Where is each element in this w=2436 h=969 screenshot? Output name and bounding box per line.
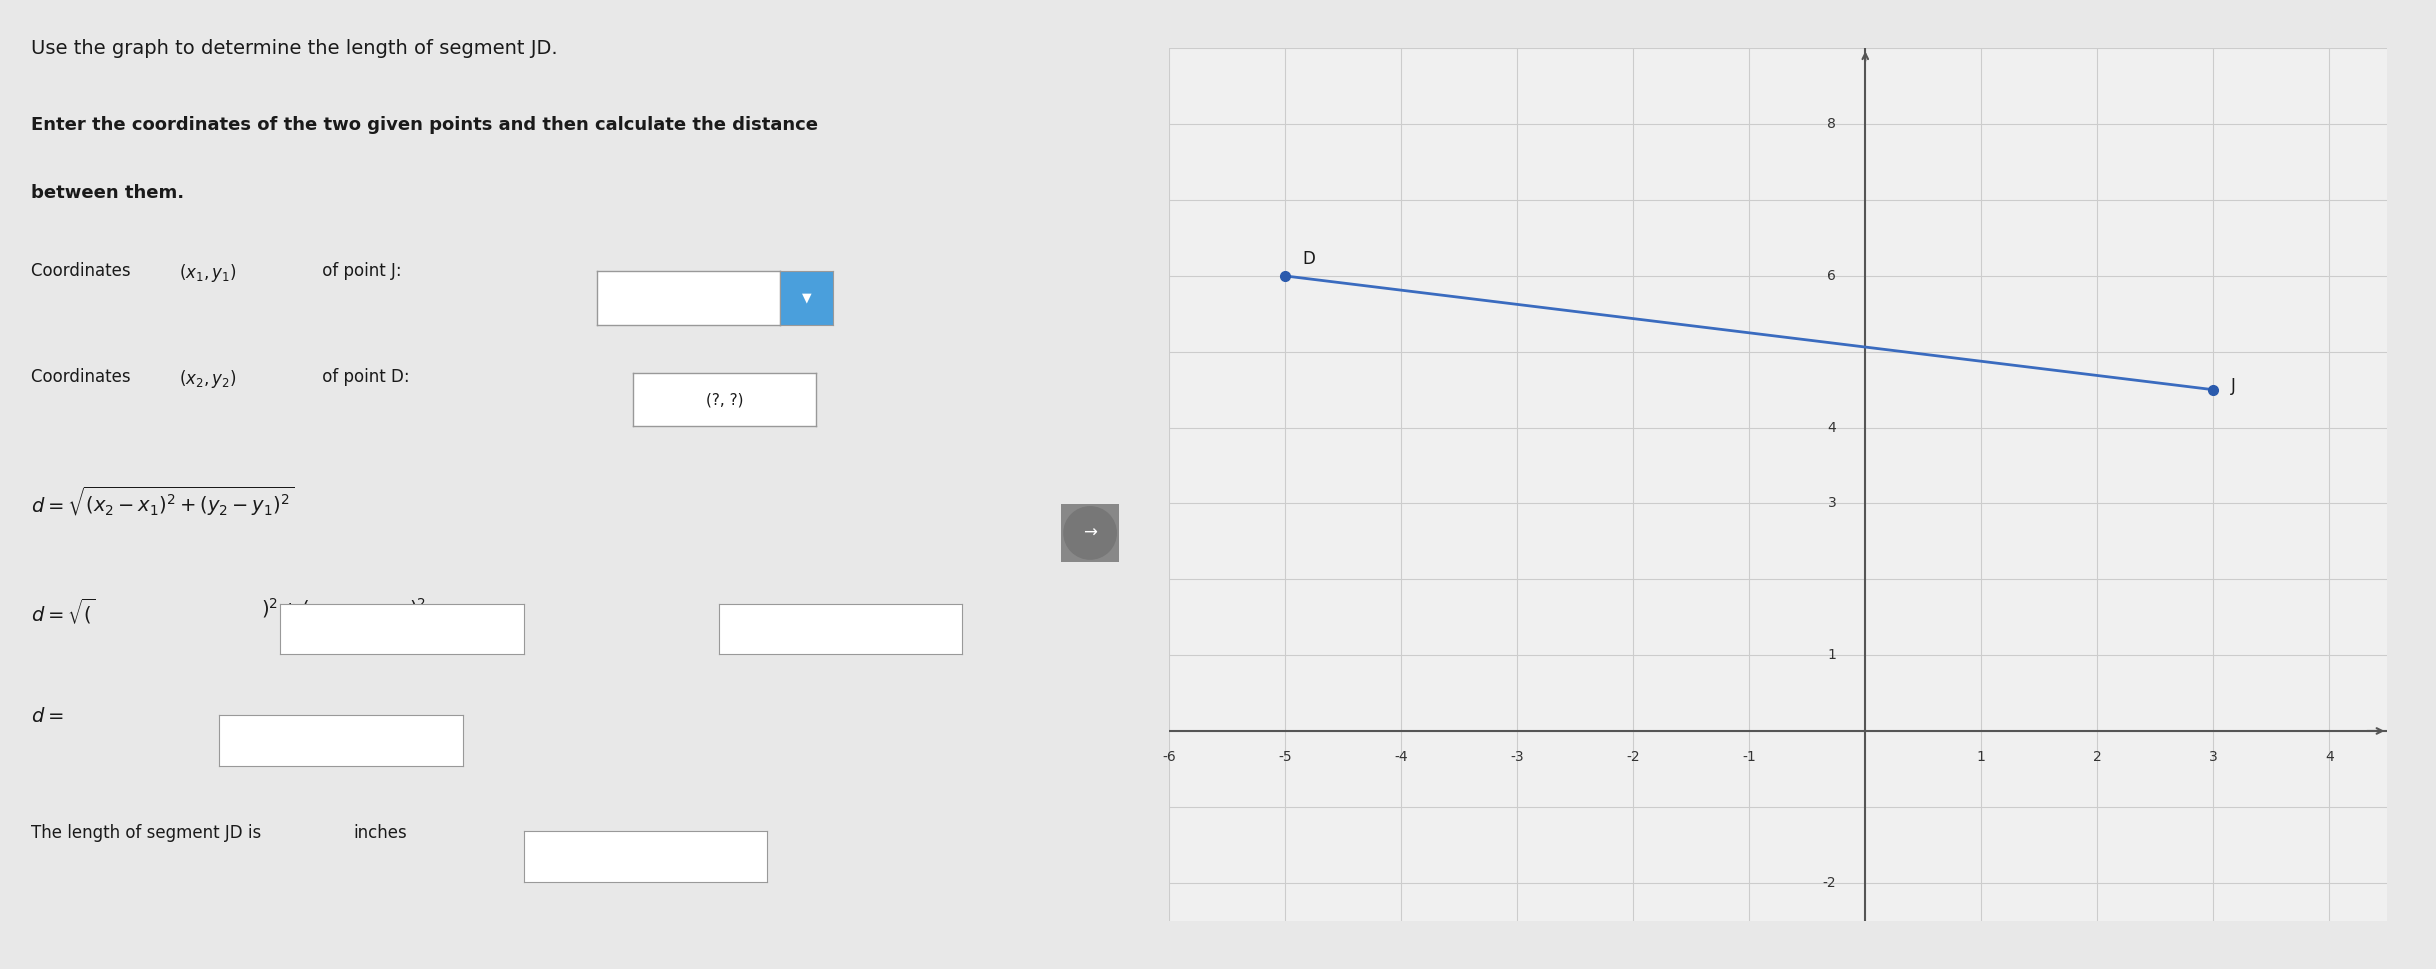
Text: -5: -5 xyxy=(1279,750,1291,764)
Text: $d = \sqrt{(}$: $d = \sqrt{(}$ xyxy=(32,596,95,626)
Text: J: J xyxy=(2231,377,2236,395)
Text: 4: 4 xyxy=(2324,750,2334,764)
Text: inches: inches xyxy=(353,824,407,842)
Text: Coordinates: Coordinates xyxy=(32,368,136,387)
Text: 1: 1 xyxy=(1827,648,1837,662)
Text: 3: 3 xyxy=(2209,750,2217,764)
Text: 8: 8 xyxy=(1827,117,1837,131)
Text: $d = \sqrt{(x_2 - x_1)^2 + (y_2 - y_1)^2}$: $d = \sqrt{(x_2 - x_1)^2 + (y_2 - y_1)^2… xyxy=(32,484,295,517)
Text: The length of segment JD is: The length of segment JD is xyxy=(32,824,261,842)
Text: $(x_1, y_1)$: $(x_1, y_1)$ xyxy=(180,262,236,284)
Text: of point D:: of point D: xyxy=(317,368,414,387)
Text: between them.: between them. xyxy=(32,184,183,203)
Text: Coordinates: Coordinates xyxy=(32,262,136,280)
Text: $)^2 + ($: $)^2 + ($ xyxy=(261,596,309,620)
Text: of point J:: of point J: xyxy=(317,262,407,280)
Text: 3: 3 xyxy=(1827,496,1837,511)
Circle shape xyxy=(1065,507,1116,559)
Text: -2: -2 xyxy=(1822,876,1837,890)
Text: Enter the coordinates of the two given points and then calculate the distance: Enter the coordinates of the two given p… xyxy=(32,116,818,135)
Text: 2: 2 xyxy=(2093,750,2102,764)
Text: $d = $: $d = $ xyxy=(32,707,63,727)
Text: -2: -2 xyxy=(1627,750,1639,764)
Text: 6: 6 xyxy=(1827,269,1837,283)
Text: 1: 1 xyxy=(1978,750,1985,764)
Text: $(x_2, y_2)$: $(x_2, y_2)$ xyxy=(180,368,236,391)
Text: Use the graph to determine the length of segment JD.: Use the graph to determine the length of… xyxy=(32,39,558,58)
Text: 4: 4 xyxy=(1827,421,1837,435)
Text: -6: -6 xyxy=(1162,750,1177,764)
Text: →: → xyxy=(1084,524,1096,542)
Text: -1: -1 xyxy=(1742,750,1756,764)
Text: -4: -4 xyxy=(1393,750,1408,764)
Text: (?, ?): (?, ?) xyxy=(706,392,743,407)
Text: -3: -3 xyxy=(1510,750,1525,764)
Text: D: D xyxy=(1303,250,1315,268)
Text: $)^2$: $)^2$ xyxy=(409,596,426,620)
Text: ▼: ▼ xyxy=(801,292,811,304)
